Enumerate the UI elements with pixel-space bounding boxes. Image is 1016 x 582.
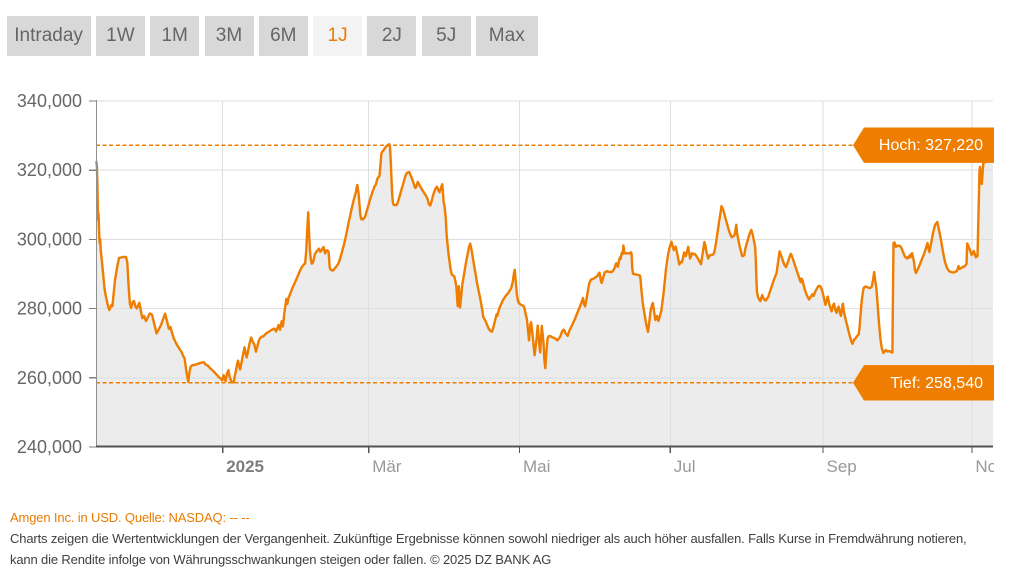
svg-text:Jul: Jul — [674, 457, 696, 476]
svg-text:320,000: 320,000 — [17, 160, 82, 180]
svg-text:260,000: 260,000 — [17, 368, 82, 388]
svg-text:Mär: Mär — [372, 457, 402, 476]
svg-text:Mai: Mai — [523, 457, 550, 476]
svg-text:Tief: 258,540: Tief: 258,540 — [890, 375, 983, 392]
svg-text:2025: 2025 — [226, 457, 264, 476]
svg-text:Nov: Nov — [975, 457, 1006, 476]
svg-text:Hoch: 327,220: Hoch: 327,220 — [879, 137, 983, 154]
svg-text:Sep: Sep — [827, 457, 857, 476]
svg-text:340,000: 340,000 — [17, 91, 82, 111]
svg-text:240,000: 240,000 — [17, 437, 82, 457]
svg-text:280,000: 280,000 — [17, 299, 82, 319]
svg-text:300,000: 300,000 — [17, 229, 82, 249]
